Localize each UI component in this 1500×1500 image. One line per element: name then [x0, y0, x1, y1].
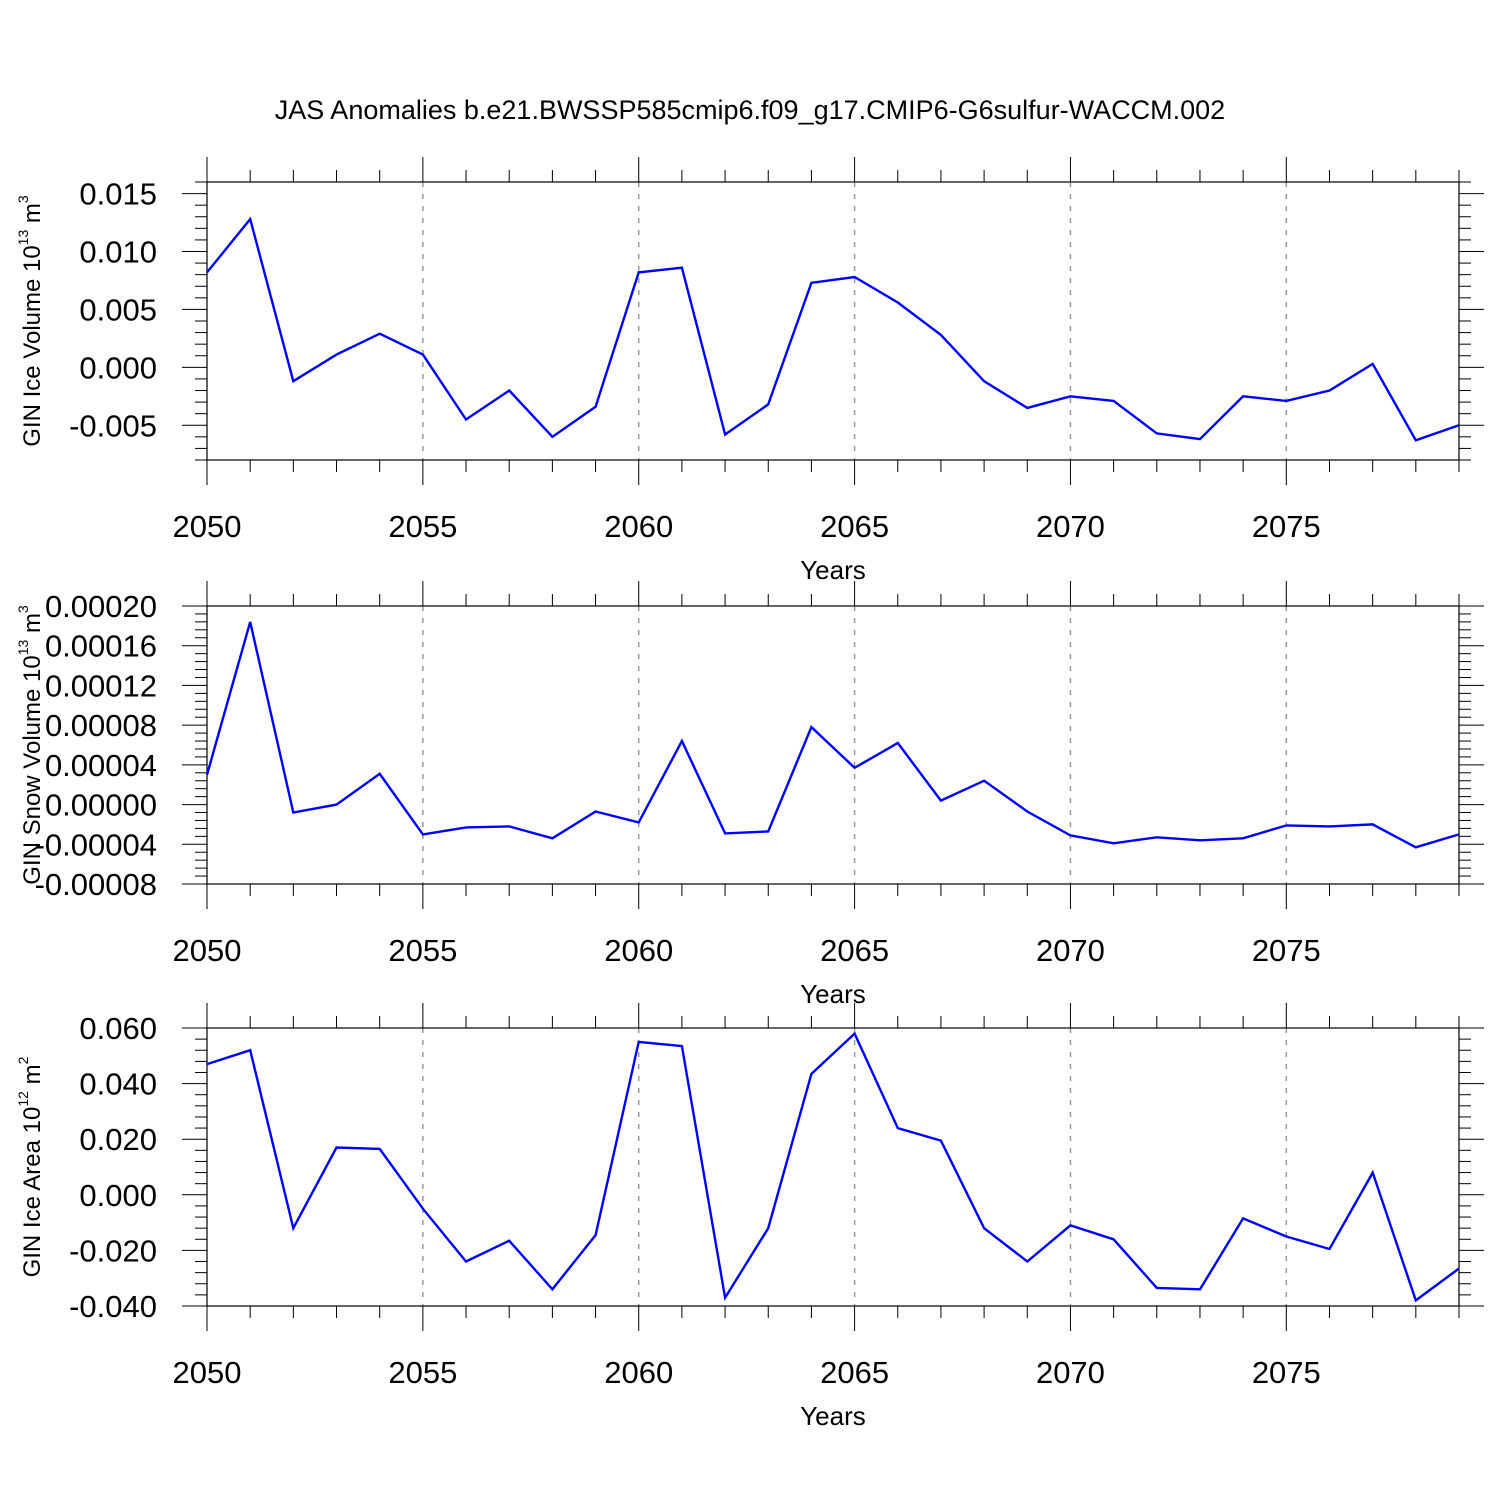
y-tick-label: 0.00008	[45, 708, 157, 743]
y-tick-label: 0.000	[79, 350, 157, 385]
x-tick-label: 2075	[1252, 1355, 1321, 1390]
x-tick-label: 2055	[388, 509, 457, 544]
y-tick-label: -0.00004	[35, 827, 157, 862]
y-tick-label: 0.00004	[45, 748, 157, 783]
series-line	[206, 1031, 1460, 1303]
y-tick-label: 0.010	[79, 235, 157, 270]
series-line	[205, 621, 1460, 849]
x-axis-label: Years	[800, 1401, 866, 1431]
x-tick-label: 2055	[388, 1355, 457, 1390]
x-axis-label: Years	[800, 979, 866, 1009]
y-tick-label: 0.060	[79, 1011, 157, 1046]
y-tick-label: -0.005	[69, 408, 157, 443]
y-tick-label: 0.00016	[45, 629, 157, 664]
plot-frame	[206, 605, 1460, 885]
y-tick-label: 0.040	[79, 1067, 157, 1102]
x-tick-label: 2075	[1252, 509, 1321, 544]
y-tick-label: 0.00020	[45, 589, 157, 624]
chart-title: JAS Anomalies b.e21.BWSSP585cmip6.f09_g1…	[275, 95, 1225, 125]
panel-2: 2050 2055 2060 2065 2070 2075 Years 0.00020 0.00…	[15, 581, 1484, 1009]
x-tick-label: 2050	[173, 1355, 242, 1390]
x-tick-label: 2060	[604, 1355, 673, 1390]
y-axis-label: GIN Ice Volume 1013 m3	[15, 195, 46, 447]
x-tick-label: 2075	[1252, 933, 1321, 968]
x-tick-label: 2065	[820, 509, 889, 544]
x-tick-label: 2065	[820, 1355, 889, 1390]
y-tick-label: 0.015	[79, 177, 157, 212]
y-tick-label: -0.00008	[35, 867, 157, 902]
y-tick-label: 0.005	[79, 292, 157, 327]
plot-frame	[206, 181, 1460, 461]
y-axis-label: GIN Snow Volume 1013 m3	[15, 605, 46, 885]
x-axis-label: Years	[800, 555, 866, 585]
x-tick-label: 2070	[1036, 1355, 1105, 1390]
x-tick-label: 2060	[604, 509, 673, 544]
x-tick-label: 2065	[820, 933, 889, 968]
x-tick-label: 2055	[388, 933, 457, 968]
x-tick-label: 2050	[173, 933, 242, 968]
y-axis-label: GIN Ice Area 1012 m2	[15, 1056, 46, 1277]
y-tick-label: -0.040	[69, 1289, 157, 1324]
y-tick-label: 0.00012	[45, 668, 157, 703]
panel-1: 2050 2055 2060 2065 2070 2075 Years 0.015 0.010 0…	[15, 157, 1484, 585]
x-tick-label: 2060	[604, 933, 673, 968]
plot-frame	[206, 1027, 1460, 1307]
x-tick-label: 2050	[173, 509, 242, 544]
y-tick-label: 0.000	[79, 1178, 157, 1213]
y-tick-label: 0.020	[79, 1122, 157, 1157]
x-tick-label: 2070	[1036, 509, 1105, 544]
panel-3: 2050 2055 2060 2065 2070 2075 Years 0.060 0.040 0…	[15, 1003, 1484, 1431]
y-tick-label: -0.020	[69, 1233, 157, 1268]
y-tick-label: 0.00000	[45, 788, 157, 823]
series-line	[206, 216, 1460, 442]
x-tick-label: 2070	[1036, 933, 1105, 968]
